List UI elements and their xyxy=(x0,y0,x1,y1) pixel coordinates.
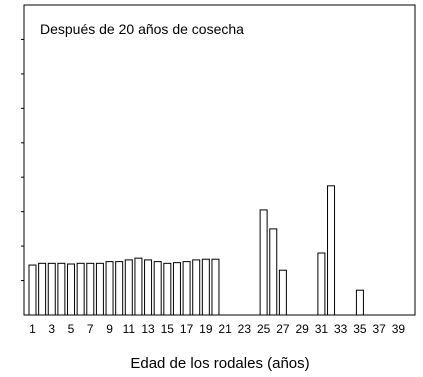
bar-age-1 xyxy=(28,264,37,316)
bar-age-17 xyxy=(182,261,191,316)
bar-age-15 xyxy=(163,262,172,316)
x-tick-label-23: 23 xyxy=(238,322,252,336)
x-tick-label-39: 39 xyxy=(392,322,406,336)
x-tick-label-15: 15 xyxy=(161,322,175,336)
bar-age-35 xyxy=(355,289,364,316)
bar-age-4 xyxy=(57,262,66,316)
bar-age-25 xyxy=(259,209,268,316)
bar-age-13 xyxy=(144,259,153,316)
x-tick-label-11: 11 xyxy=(123,322,136,336)
x-axis-label: Edad de los rodales (años) xyxy=(130,355,309,372)
x-tick-label-3: 3 xyxy=(48,322,55,336)
bar-age-32 xyxy=(327,185,336,316)
x-tick-label-1: 1 xyxy=(29,322,36,336)
y-axis-ticks xyxy=(21,38,24,282)
bar-age-8 xyxy=(95,262,104,316)
bars-group xyxy=(28,185,364,316)
bar-age-10 xyxy=(115,261,124,316)
bar-age-18 xyxy=(192,259,201,316)
bar-age-31 xyxy=(317,252,326,316)
bar-age-16 xyxy=(172,262,181,316)
bar-age-5 xyxy=(67,263,76,316)
bar-age-20 xyxy=(211,258,220,316)
x-tick-label-25: 25 xyxy=(257,322,271,336)
bar-age-19 xyxy=(201,258,210,316)
x-tick-label-17: 17 xyxy=(180,322,194,336)
x-tick-label-27: 27 xyxy=(276,322,290,336)
bar-age-9 xyxy=(105,261,114,316)
x-tick-label-37: 37 xyxy=(373,322,387,336)
bar-age-2 xyxy=(38,262,47,316)
bar-age-7 xyxy=(86,262,95,316)
x-tick-label-31: 31 xyxy=(315,322,329,336)
x-axis-tick-labels: 1 3 5 7 9 11 13 15 17 19 21 23 25 27 29 31 33 35 37 39 xyxy=(29,322,405,336)
x-tick-label-33: 33 xyxy=(334,322,348,336)
x-tick-label-7: 7 xyxy=(87,322,94,336)
x-tick-label-13: 13 xyxy=(141,322,155,336)
plot-frame xyxy=(23,4,416,316)
x-tick-label-9: 9 xyxy=(106,322,113,336)
bar-age-6 xyxy=(76,262,85,316)
x-tick-label-5: 5 xyxy=(68,322,75,336)
bar-age-11 xyxy=(124,259,133,316)
x-tick-label-29: 29 xyxy=(295,322,309,336)
bar-age-26 xyxy=(269,228,278,316)
x-tick-label-21: 21 xyxy=(218,322,232,336)
x-tick-label-35: 35 xyxy=(353,322,367,336)
bar-age-27 xyxy=(278,269,287,316)
bar-age-14 xyxy=(153,261,162,316)
x-tick-label-19: 19 xyxy=(199,322,213,336)
bar-age-12 xyxy=(134,257,143,316)
chart-title: Después de 20 años de cosecha xyxy=(40,21,244,37)
bar-age-3 xyxy=(47,262,56,316)
